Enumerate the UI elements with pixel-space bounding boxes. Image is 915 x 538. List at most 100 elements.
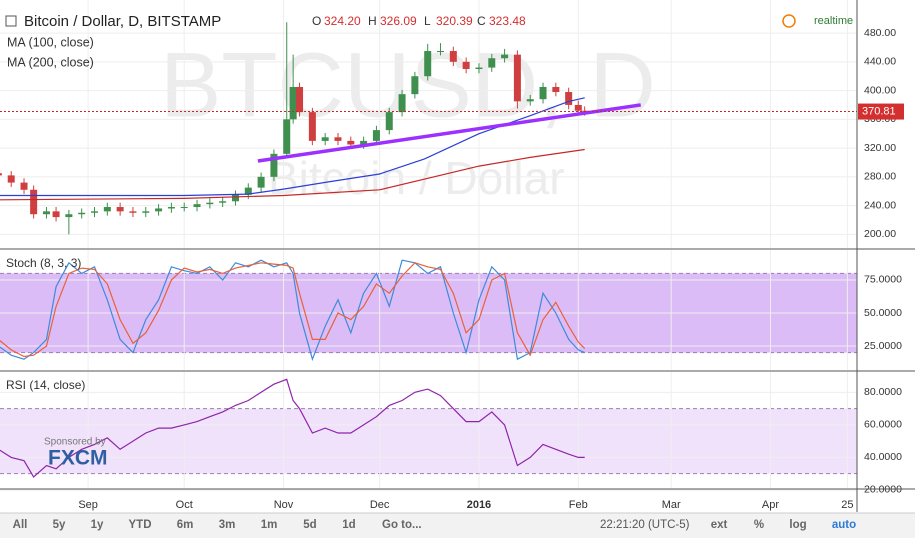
candle-body [167, 207, 175, 209]
candle-body [193, 204, 201, 208]
ohlc-value: 324.20 [324, 14, 361, 28]
watermark: BTCUSD, D [160, 34, 656, 136]
candle-body [103, 207, 111, 212]
line-series [0, 97, 585, 197]
ohlc-value: 326.09 [380, 14, 417, 28]
candle-body [231, 194, 239, 202]
y-tick-label: 20.0000 [864, 484, 902, 496]
status-icon [782, 14, 796, 28]
candle-body [7, 175, 15, 183]
candle-body [475, 67, 483, 70]
candle-body [308, 112, 316, 141]
candle-body [526, 99, 534, 102]
range-button[interactable]: 1y [91, 519, 104, 531]
y-tick-label: 75.0000 [864, 274, 902, 286]
candle-body [270, 153, 278, 177]
y-tick-label: 320.00 [864, 142, 896, 154]
option-button[interactable]: auto [832, 519, 856, 531]
range-button[interactable]: 1m [261, 519, 278, 531]
candle-body [424, 51, 432, 77]
y-tick-label: 480.00 [864, 27, 896, 39]
candle-body [244, 187, 252, 195]
candle-body [449, 51, 457, 62]
candle-body [411, 76, 419, 95]
y-tick-label: 40.0000 [864, 451, 902, 463]
y-tick-label: 240.00 [864, 199, 896, 211]
x-tick-label: 2016 [467, 499, 491, 511]
candle-body [462, 61, 470, 70]
line-series [0, 262, 586, 358]
chart-title: Bitcoin / Dollar, D, BITSTAMP [24, 13, 221, 30]
option-button[interactable]: % [754, 519, 764, 531]
line-series [0, 378, 585, 478]
candle-body [296, 86, 304, 113]
candle-body [574, 104, 582, 111]
x-tick-label: 25 [841, 499, 853, 511]
candle-body [552, 86, 560, 93]
trendline [257, 103, 642, 163]
candle-body [52, 211, 60, 218]
candle-body [116, 207, 124, 212]
legend-entry: MA (100, close) [7, 35, 94, 49]
range-button[interactable]: 6m [177, 519, 194, 531]
candle-body [334, 137, 342, 141]
candle-body [78, 212, 86, 215]
ohlc-name: H [368, 14, 377, 28]
watermark-subtitle: Bitcoin / Dollar [268, 152, 565, 204]
range-button[interactable]: 5y [53, 519, 66, 531]
candle-body [347, 140, 355, 145]
candle-body [42, 211, 50, 215]
candle-body [155, 208, 163, 212]
x-tick-label: Dec [370, 499, 390, 511]
y-tick-label: 25.0000 [864, 340, 902, 352]
x-tick-label: Nov [274, 499, 294, 511]
y-tick-label: 50.0000 [864, 307, 902, 319]
range-button[interactable]: All [13, 519, 28, 531]
y-tick-label: 400.00 [864, 84, 896, 96]
y-tick-label: 280.00 [864, 171, 896, 183]
range-button[interactable]: 5d [303, 519, 316, 531]
candle-body [0, 173, 2, 176]
goto-button[interactable]: Go to... [382, 519, 422, 531]
x-tick-label: Sep [78, 499, 98, 511]
last-price-box [858, 103, 904, 120]
x-tick-label: Mar [662, 499, 681, 511]
candle-body [257, 176, 265, 188]
sponsor-text: Sponsored by [44, 437, 106, 448]
range-button[interactable]: 3m [219, 519, 236, 531]
range-button[interactable]: YTD [129, 519, 152, 531]
status: realtime [814, 15, 853, 27]
range-button[interactable]: 1d [342, 519, 355, 531]
candle-body [180, 207, 188, 209]
candle-body [289, 86, 297, 120]
candle-body [219, 201, 227, 203]
band [0, 408, 857, 474]
candle-body [501, 54, 509, 59]
candle-body [20, 182, 28, 190]
line-series [0, 148, 585, 201]
option-button[interactable]: log [789, 519, 806, 531]
x-tick-label: Apr [762, 499, 779, 511]
candle-body [321, 137, 329, 141]
y-tick-label: 200.00 [864, 228, 896, 240]
x-tick-label: Oct [176, 499, 193, 511]
candle-body [372, 130, 380, 141]
y-tick-label: 80.0000 [864, 386, 902, 398]
sponsor-brand: FXCM [48, 447, 108, 470]
candle-body [398, 94, 406, 113]
candle-body [142, 211, 150, 213]
ohlc-value: 323.48 [489, 14, 526, 28]
candle-body [129, 211, 137, 213]
candle-body [488, 58, 496, 68]
pane-title: Stoch (8, 3, 3) [6, 256, 81, 270]
candle-body [283, 119, 291, 154]
candle-body [437, 51, 445, 53]
y-tick-label: 60.0000 [864, 419, 902, 431]
candle-body [206, 202, 214, 205]
pane-title: RSI (14, close) [6, 378, 85, 392]
last-price-label: 370.81 [862, 105, 896, 117]
candle-body [513, 54, 521, 102]
ohlc-name: C [477, 14, 486, 28]
option-button[interactable]: ext [711, 519, 728, 531]
